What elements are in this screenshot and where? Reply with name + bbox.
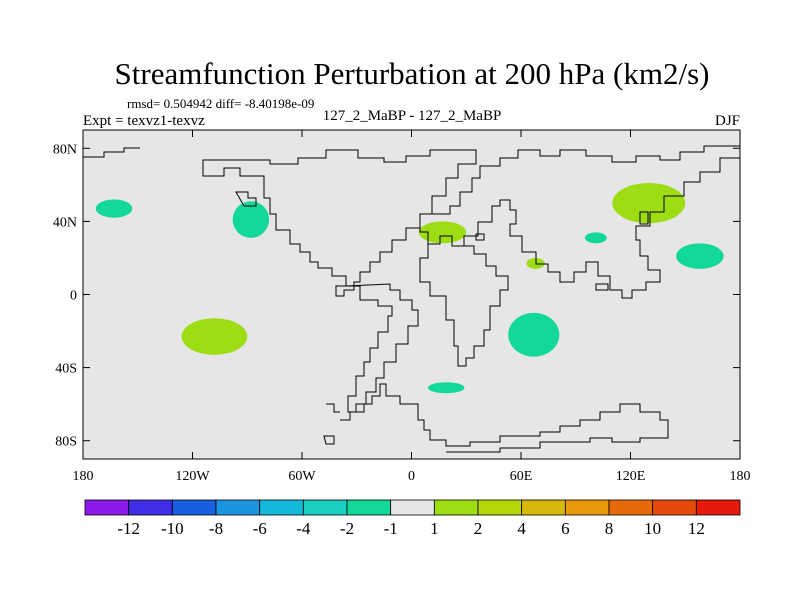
colorbar-label: -6 xyxy=(253,519,267,538)
colorbar-label: 10 xyxy=(644,519,661,538)
colorbar-swatch xyxy=(259,499,304,516)
colorbar-label: -4 xyxy=(296,519,311,538)
colorbar-swatch xyxy=(564,499,610,516)
colorbar-label: 6 xyxy=(561,519,570,538)
chart-title: Streamfunction Perturbation at 200 hPa (… xyxy=(115,56,710,91)
coastline-eurasia xyxy=(419,145,740,299)
y-tick-label: 0 xyxy=(70,289,77,304)
colorbar-swatch xyxy=(390,499,435,516)
colorbar-label: -12 xyxy=(117,519,140,538)
colorbar-swatch xyxy=(652,499,697,516)
stats-label: rmsd= 0.504942 diff= -8.40198e-09 xyxy=(127,96,314,111)
anomaly-region-3 xyxy=(418,221,467,244)
anomaly-region-1 xyxy=(95,199,133,218)
colorbar-label: 4 xyxy=(517,519,526,538)
x-tick-label: 180 xyxy=(73,469,94,484)
x-tick-label: 0 xyxy=(408,469,415,484)
colorbar-swatch xyxy=(521,499,566,516)
x-tick-label: 60E xyxy=(510,469,533,484)
colorbar-label: 1 xyxy=(430,519,439,538)
y-axis: 80N 40N 0 40S 80S xyxy=(53,142,740,450)
x-tick-label: 120W xyxy=(175,469,210,484)
center-label: 127_2_MaBP - 127_2_MaBP xyxy=(323,108,502,124)
colorbar-swatch xyxy=(302,499,348,516)
coastline-south-america xyxy=(345,283,419,413)
coastline-greenland-island xyxy=(235,191,257,207)
anomaly-region-10 xyxy=(427,382,465,394)
anomaly-region-2 xyxy=(232,201,270,238)
x-tick-label: 60W xyxy=(288,469,316,484)
season-label: DJF xyxy=(715,113,740,129)
colorbar-swatch xyxy=(346,499,392,516)
colorbar-swatch xyxy=(433,499,479,516)
colorbar-swatch xyxy=(171,499,217,516)
anomaly-region-7 xyxy=(676,243,724,269)
anomaly-region-6 xyxy=(584,232,607,244)
plot-background xyxy=(83,130,740,459)
coastline-alaska xyxy=(83,147,140,158)
colorbar-label: 8 xyxy=(605,519,614,538)
x-tick-label: 180 xyxy=(730,469,751,484)
y-tick-label: 40S xyxy=(55,362,77,377)
anomaly-region-8 xyxy=(508,312,560,357)
coastline-japan xyxy=(639,211,649,225)
y-tick-label: 80N xyxy=(53,142,77,157)
x-tick-label: 120E xyxy=(616,469,646,484)
y-tick-label: 80S xyxy=(55,435,77,450)
colorbar-label: 12 xyxy=(688,519,705,538)
colorbar-swatch xyxy=(477,499,523,516)
coastline-red-sea-island xyxy=(475,233,485,241)
anomaly-region-9 xyxy=(181,318,248,355)
coastline-antarctic-islands xyxy=(323,435,335,445)
colorbar-label: 2 xyxy=(474,519,483,538)
y-tick-label: 40N xyxy=(53,215,77,230)
colorbar-label: -10 xyxy=(161,519,184,538)
colorbar-swatch xyxy=(608,499,654,516)
colorbar-label: -8 xyxy=(209,519,223,538)
coastline-north-america xyxy=(202,149,477,297)
colorbar-swatch xyxy=(84,499,130,516)
coastline-indonesia xyxy=(595,283,609,291)
coastlines xyxy=(83,145,740,453)
colorbar-label: -2 xyxy=(340,519,354,538)
colorbar-swatch xyxy=(695,499,741,516)
coastline-africa xyxy=(419,244,509,367)
coastline-antarctic-peninsula xyxy=(326,403,340,413)
anomaly-region-5 xyxy=(612,183,686,224)
x-axis: 180 120W 60W 0 60E 120E 180 xyxy=(73,130,751,484)
colorbar-swatch xyxy=(128,499,173,516)
colorbar-label: -1 xyxy=(384,519,398,538)
expt-label: Expt = texvz1-texvz xyxy=(83,113,205,129)
coastline-antarctica xyxy=(340,383,669,453)
colorbar: -12 -10 -8 -6 -4 -2 -1 1 2 4 6 8 10 12 xyxy=(84,499,741,538)
colorbar-swatch xyxy=(215,499,261,516)
